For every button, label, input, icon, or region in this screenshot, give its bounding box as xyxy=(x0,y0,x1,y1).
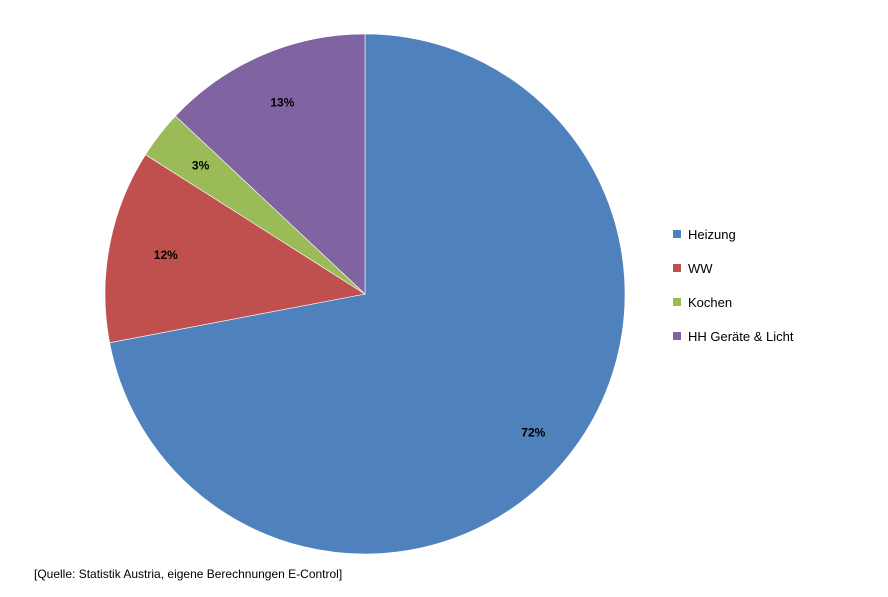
legend-item-heizung: Heizung xyxy=(673,217,878,251)
legend-swatch-kochen xyxy=(673,298,681,306)
pie-slice-hh-geraete-licht xyxy=(175,33,366,295)
legend: Heizung WW Kochen HH Geräte & Licht xyxy=(673,217,878,353)
legend-label-hh-geraete-licht: HH Geräte & Licht xyxy=(688,328,794,344)
legend-item-ww: WW xyxy=(673,251,878,285)
legend-item-kochen: Kochen xyxy=(673,285,878,319)
legend-label-kochen: Kochen xyxy=(688,294,733,310)
source-note: [Quelle: Statistik Austria, eigene Berec… xyxy=(34,567,343,581)
data-label-hh-geraete-licht: 13% xyxy=(270,95,294,109)
legend-swatch-ww xyxy=(673,264,681,272)
pie-slice-ww xyxy=(104,154,366,344)
data-label-kochen: 3% xyxy=(192,159,210,173)
pie-slice-heizung xyxy=(109,33,626,555)
data-label-heizung: 72% xyxy=(521,425,545,439)
legend-swatch-heizung xyxy=(673,230,681,238)
legend-item-hh-geraete-licht: HH Geräte & Licht xyxy=(673,319,878,353)
data-label-ww: 12% xyxy=(154,248,178,262)
legend-label-heizung: Heizung xyxy=(688,226,736,242)
legend-swatch-hh-geraete-licht xyxy=(673,332,681,340)
legend-label-ww: WW xyxy=(688,260,713,276)
